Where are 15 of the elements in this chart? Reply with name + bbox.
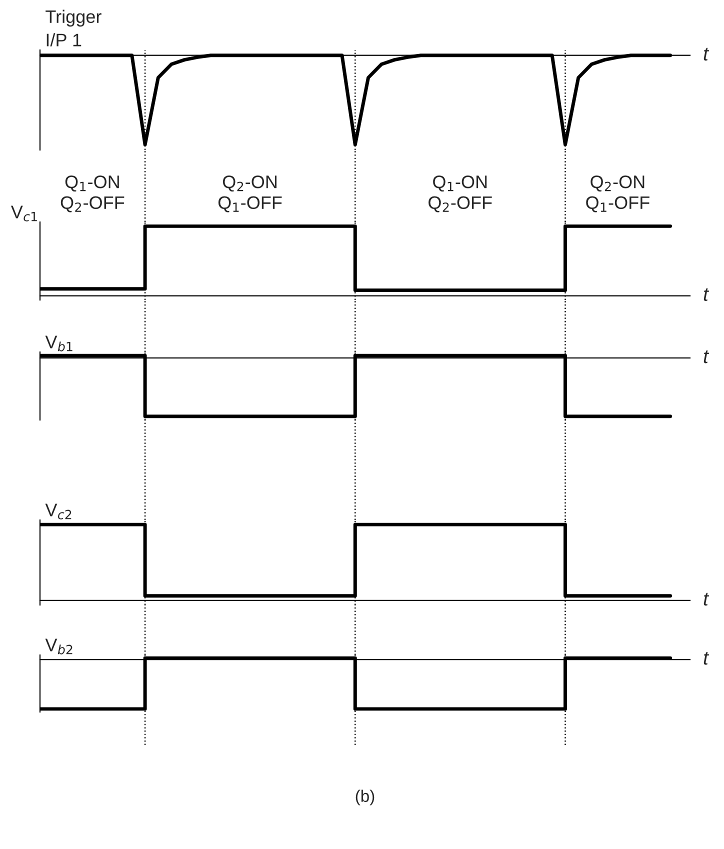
x-axis-title: t <box>704 288 710 302</box>
text: Q$_{2}$-ON Q$_{1}$-OFF <box>218 176 282 212</box>
text: Q$_{1}$-ON Q$_{2}$-OFF <box>60 176 124 212</box>
y-axis-title: Trigger I/P 1 <box>46 10 102 46</box>
y-axis-title: V$_{c1}$ <box>10 206 37 222</box>
x-axis-title: t <box>704 592 710 606</box>
text: Q$_{1}$-ON Q$_{2}$-OFF <box>428 176 492 212</box>
text: Q$_{2}$-ON Q$_{1}$-OFF <box>586 176 650 212</box>
x-axis-title: t <box>704 48 710 61</box>
y-axis-title: V$_{b2}$ <box>45 638 72 654</box>
y-axis-title: V$_{c2}$ <box>45 504 72 520</box>
text: (b) <box>356 790 374 806</box>
y-axis-title: V$_{b1}$ <box>45 336 72 352</box>
x-axis-title: t <box>704 350 710 364</box>
x-axis-title: t <box>704 652 710 665</box>
